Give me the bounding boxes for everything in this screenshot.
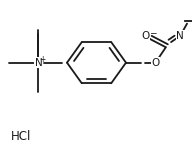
Text: N: N <box>176 31 184 41</box>
Text: HCl: HCl <box>11 130 31 143</box>
Text: −: − <box>149 28 156 37</box>
Text: O: O <box>151 58 160 68</box>
Text: O: O <box>141 31 149 41</box>
Text: +: + <box>39 55 45 64</box>
Text: N: N <box>35 58 42 68</box>
